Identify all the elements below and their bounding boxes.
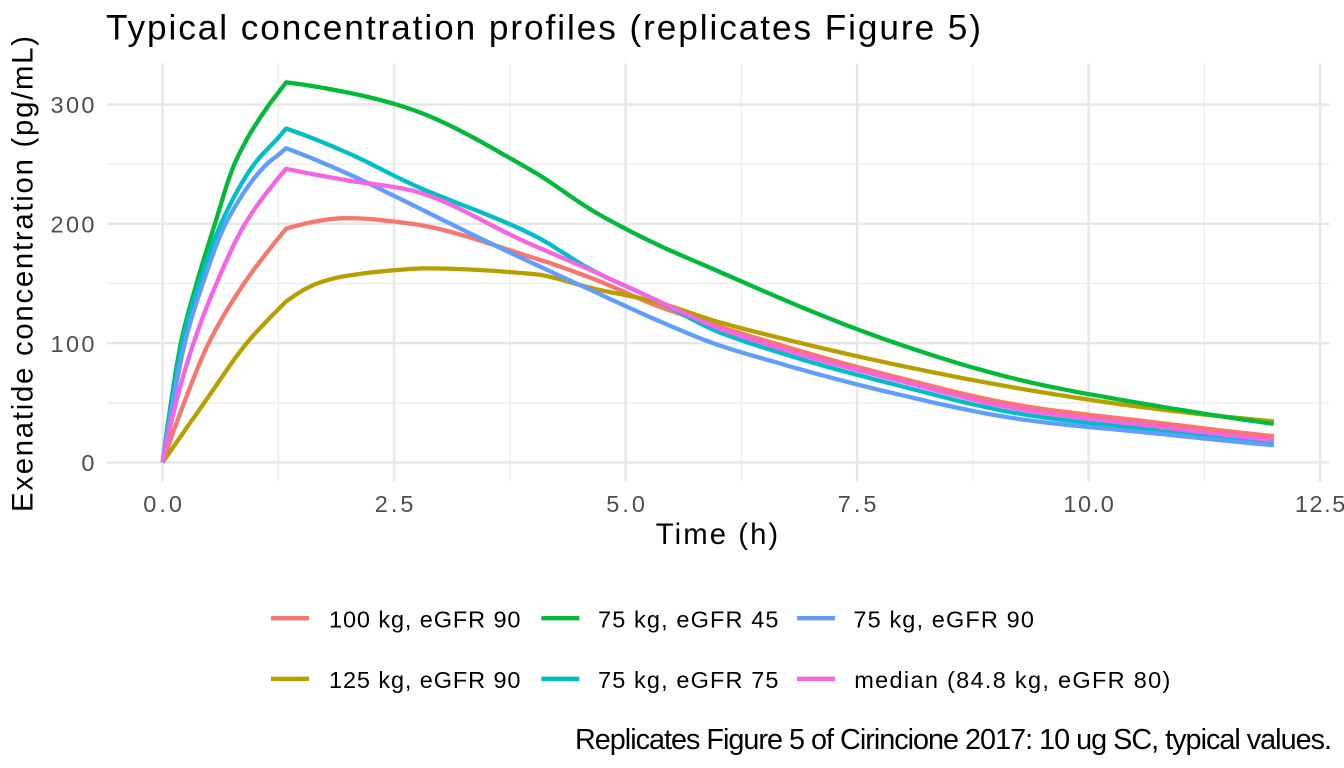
svg-text:5.0: 5.0 <box>606 491 645 517</box>
svg-text:100: 100 <box>51 331 95 357</box>
svg-text:2.5: 2.5 <box>375 491 414 517</box>
svg-text:75 kg, eGFR 90: 75 kg, eGFR 90 <box>853 607 1034 633</box>
svg-text:125 kg, eGFR 90: 125 kg, eGFR 90 <box>329 667 521 693</box>
svg-text:Exenatide concentration (pg/mL: Exenatide concentration (pg/mL) <box>7 36 40 512</box>
svg-text:0.0: 0.0 <box>143 491 182 517</box>
svg-text:300: 300 <box>51 92 95 118</box>
svg-text:12.5: 12.5 <box>1295 491 1344 517</box>
svg-text:7.5: 7.5 <box>838 491 877 517</box>
svg-text:75 kg, eGFR 45: 75 kg, eGFR 45 <box>598 607 779 633</box>
svg-text:median (84.8 kg, eGFR 80): median (84.8 kg, eGFR 80) <box>854 667 1170 693</box>
svg-text:75 kg, eGFR 75: 75 kg, eGFR 75 <box>598 667 779 693</box>
svg-text:200: 200 <box>51 211 95 237</box>
svg-text:10.0: 10.0 <box>1063 491 1114 517</box>
svg-text:Replicates Figure 5 of Cirinci: Replicates Figure 5 of Cirincione 2017: … <box>575 724 1332 756</box>
svg-text:0: 0 <box>81 450 94 476</box>
svg-text:Typical concentration profiles: Typical concentration profiles (replicat… <box>106 9 981 48</box>
svg-text:100 kg, eGFR 90: 100 kg, eGFR 90 <box>329 607 521 633</box>
svg-text:Time (h): Time (h) <box>656 518 778 551</box>
